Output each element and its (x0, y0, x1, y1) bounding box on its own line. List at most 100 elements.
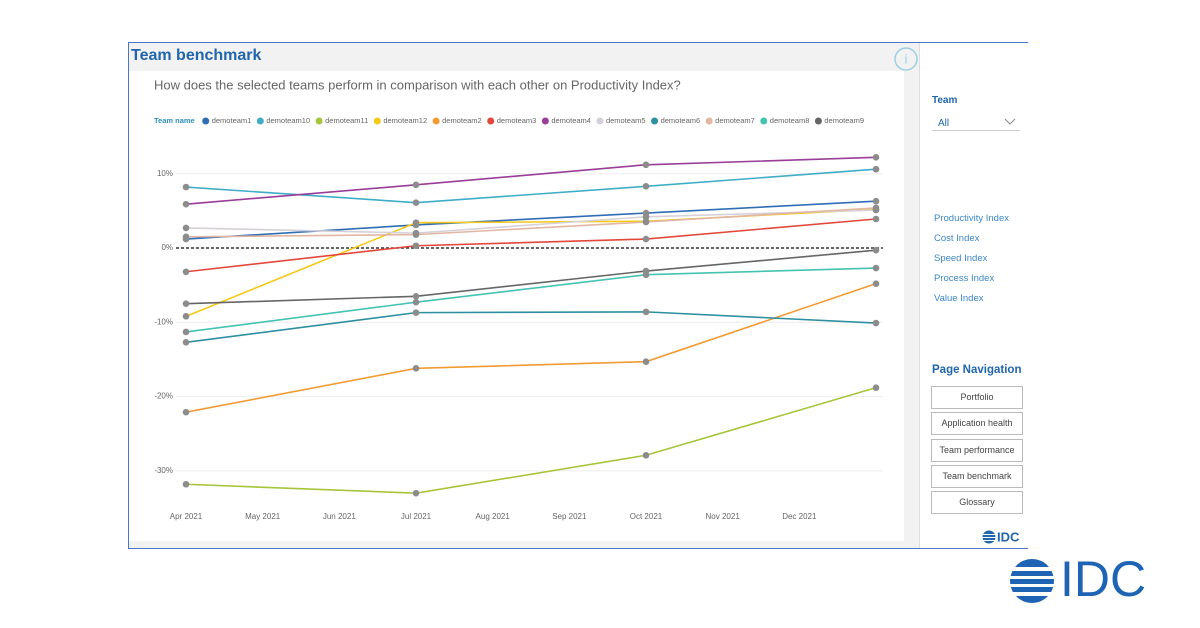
x-tick-label: May 2021 (245, 512, 281, 521)
data-point (642, 161, 650, 169)
data-point (412, 365, 420, 372)
x-tick-label: Oct 2021 (630, 512, 663, 521)
legend-swatch (373, 117, 381, 125)
small-logo-text: IDC (997, 529, 1020, 544)
data-point (182, 300, 190, 308)
data-point (872, 384, 880, 391)
index-link[interactable]: Process Index (934, 273, 995, 284)
data-point (182, 339, 190, 346)
data-point (412, 199, 420, 206)
data-point (182, 200, 190, 208)
data-point (182, 328, 190, 336)
info-icon[interactable] (894, 47, 918, 71)
series-line (185, 207, 877, 238)
legend-label: demoteam7 (715, 116, 755, 125)
nav-button[interactable]: Team performance (931, 438, 1023, 462)
dashboard-frame: Team benchmark i How does the selected t… (128, 42, 1028, 549)
series-line (185, 156, 877, 205)
x-tick-label: Sep 2021 (552, 512, 587, 521)
legend-label: demoteam8 (770, 116, 810, 125)
chart-card (129, 71, 904, 541)
legend-swatch (651, 117, 659, 125)
data-point (872, 204, 880, 212)
data-point (642, 267, 650, 275)
series-line (185, 311, 877, 344)
data-point (182, 183, 190, 191)
chevron (1004, 118, 1016, 125)
legend-swatch (432, 117, 440, 125)
data-point (872, 280, 880, 287)
legend-label: demoteam4 (551, 116, 591, 125)
y-tick-label: -30% (154, 466, 173, 475)
data-point (872, 246, 880, 254)
legend-title: Team name (154, 116, 195, 125)
series-line (185, 267, 877, 333)
filter-value: All (938, 118, 950, 129)
y-tick-label: -20% (154, 392, 173, 401)
data-point (872, 264, 880, 272)
series-line (185, 200, 877, 240)
data-point (412, 292, 420, 300)
legend-swatch (814, 117, 822, 125)
legend-swatch (256, 117, 264, 125)
x-tick-label: Aug 2021 (476, 512, 511, 521)
legend-swatch (705, 117, 713, 125)
index-link[interactable]: Value Index (934, 293, 984, 304)
data-point (642, 358, 650, 365)
legend-label: demoteam6 (661, 116, 701, 125)
index-link[interactable]: Speed Index (934, 253, 988, 264)
data-point (412, 219, 420, 227)
y-tick-label: 10% (157, 169, 173, 178)
legend-swatch (487, 117, 495, 125)
x-tick-label: Jun 2021 (323, 512, 356, 521)
legend-label: demoteam9 (824, 116, 864, 125)
data-point (642, 218, 650, 226)
data-point (872, 165, 880, 173)
x-tick-label: Apr 2021 (170, 512, 203, 521)
index-link[interactable]: Cost Index (934, 233, 980, 244)
data-point (642, 308, 650, 316)
filter-label: Team (932, 95, 958, 106)
series-line (185, 218, 877, 273)
legend-label: demoteam5 (606, 116, 646, 125)
data-point (872, 154, 880, 161)
y-tick-label: -10% (154, 317, 173, 326)
data-point (642, 213, 650, 221)
legend-swatch (760, 117, 768, 125)
legend-label: demoteam10 (266, 116, 310, 125)
data-point (872, 215, 880, 223)
index-link[interactable]: Productivity Index (934, 213, 1009, 224)
series-line (185, 386, 877, 494)
y-tick-label: 0% (161, 243, 173, 252)
data-point (412, 242, 420, 250)
data-point (182, 268, 190, 276)
idc-logo: IDC (1008, 555, 1146, 607)
data-point (872, 197, 880, 205)
legend-swatch (315, 117, 323, 125)
nav-button[interactable]: Application health (931, 412, 1023, 436)
data-point (642, 183, 650, 190)
data-point (642, 235, 650, 243)
data-point (412, 489, 420, 497)
legend-swatch (202, 117, 210, 125)
legend-label: demoteam12 (383, 116, 427, 125)
page-title: Team benchmark (131, 47, 262, 64)
data-point (182, 224, 190, 232)
legend-label: demoteam1 (212, 116, 252, 125)
x-tick-label: Nov 2021 (706, 512, 741, 521)
report-panel: Team benchmark i How does the selected t… (129, 43, 919, 548)
nav-button[interactable]: Portfolio (931, 386, 1023, 409)
filter-dropdown[interactable]: All (932, 114, 1020, 131)
side-panel: Team All Productivity Index Cost Index Spe… (919, 43, 1028, 548)
legend-label: demoteam11 (325, 116, 368, 125)
nav-button[interactable]: Glossary (931, 491, 1023, 515)
nav-button[interactable]: Team benchmark (931, 464, 1023, 488)
series-line (185, 249, 877, 305)
data-point (412, 309, 420, 316)
data-point (412, 181, 420, 189)
data-point (182, 480, 190, 488)
data-point (872, 319, 880, 327)
data-point (182, 408, 190, 416)
data-point (642, 451, 650, 459)
